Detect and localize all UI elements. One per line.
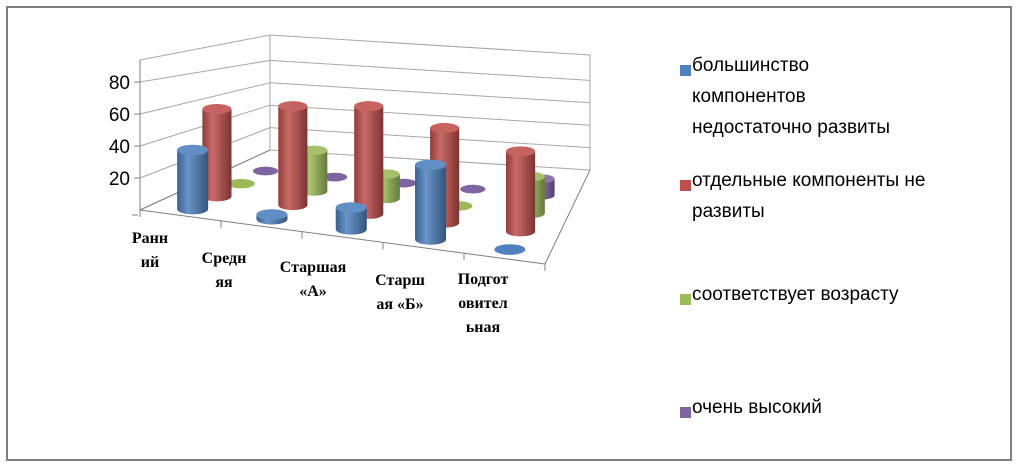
x-tick-label-line: ьная bbox=[466, 319, 501, 336]
bar-body bbox=[202, 109, 232, 202]
back-wall-gridline bbox=[269, 127, 591, 149]
back-wall-top bbox=[269, 34, 591, 56]
bar-body bbox=[335, 207, 367, 235]
bar-top bbox=[177, 144, 209, 156]
x-tick-label-line: ая «Б» bbox=[376, 296, 423, 313]
bar-body bbox=[278, 106, 308, 211]
x-tick-label-2: Старшая «А» bbox=[280, 259, 347, 300]
x-tick-label-0: Ранн ий bbox=[132, 230, 168, 271]
bar-3-1 bbox=[322, 172, 348, 182]
bar-top bbox=[252, 166, 279, 176]
floor-right-edge bbox=[544, 169, 591, 265]
x-tick-label-1: Средн яя bbox=[202, 250, 247, 291]
bar-body bbox=[505, 151, 536, 237]
x-tick-label-line: Ранн bbox=[132, 230, 168, 247]
x-tick-label-line: овител bbox=[458, 295, 507, 312]
back-wall-gridline bbox=[269, 82, 591, 104]
bar-body bbox=[415, 164, 447, 245]
bar-1-4 bbox=[505, 146, 536, 237]
x-tick-label-line: Старш bbox=[375, 272, 425, 289]
x-tick-label-line: Подгот bbox=[458, 271, 509, 288]
legend-label-2-line-0: соответствует возрасту bbox=[692, 284, 899, 305]
x-tick-label-3: Старш ая «Б» bbox=[375, 272, 425, 313]
x-tick-label-4: Подгот овител ьная bbox=[458, 271, 509, 336]
legend-swatch-0 bbox=[680, 65, 691, 76]
y-tick-label: 80 bbox=[109, 73, 130, 94]
chart-bars bbox=[177, 101, 555, 255]
legend-label-1-line-0: отдельные компоненты не bbox=[692, 170, 926, 191]
bar-0-2 bbox=[335, 202, 367, 235]
bar-top bbox=[430, 123, 460, 134]
x-tick-label-line: Средн bbox=[202, 250, 247, 267]
bar-0-0 bbox=[177, 144, 209, 215]
bar-top bbox=[335, 202, 367, 213]
bar-top bbox=[278, 101, 308, 112]
back-wall-gridline bbox=[269, 104, 591, 126]
bar-1-1 bbox=[278, 101, 308, 211]
legend-swatch-3 bbox=[680, 407, 691, 418]
legend-swatch-1 bbox=[680, 180, 691, 191]
bar-2-0 bbox=[227, 179, 255, 189]
bar-top bbox=[354, 101, 384, 112]
bar-3-3 bbox=[460, 184, 486, 194]
legend-label-1: отдельные компоненты не развиты bbox=[692, 165, 997, 227]
legend-label-3-line-0: очень высокий bbox=[692, 397, 822, 418]
bar-body bbox=[177, 150, 209, 215]
bar-0-1 bbox=[256, 209, 288, 225]
left-wall-gridline bbox=[139, 82, 271, 115]
legend-label-3: очень высокий bbox=[692, 392, 997, 423]
bar-top bbox=[256, 209, 288, 220]
left-wall-top bbox=[139, 34, 271, 61]
bar-top bbox=[227, 179, 255, 189]
bar-1-0 bbox=[202, 104, 232, 202]
y-axis: 20 40 60 80 bbox=[109, 73, 140, 216]
chart-walls bbox=[139, 34, 591, 265]
legend-label-0-line-2: недостаточно развиты bbox=[692, 117, 891, 138]
y-tick-label: 40 bbox=[109, 137, 130, 158]
back-wall-gridline bbox=[269, 59, 591, 81]
legend-label-0-line-1: компонентов bbox=[692, 86, 806, 107]
legend-label-0: большинство компонентов недостаточно раз… bbox=[692, 50, 997, 143]
bar-top bbox=[322, 172, 348, 182]
bar-top bbox=[505, 146, 536, 157]
legend-label-0-line-0: большинство bbox=[692, 55, 810, 76]
bar-1-2 bbox=[354, 101, 384, 219]
bar-top bbox=[202, 104, 232, 115]
bar-top bbox=[460, 184, 486, 194]
legend-label-1-line-1: развиты bbox=[692, 201, 765, 222]
y-tick-label: 20 bbox=[109, 169, 130, 190]
x-tick-label-line: «А» bbox=[299, 283, 327, 300]
x-tick-label-line: яя bbox=[215, 274, 233, 291]
bar-top bbox=[494, 244, 526, 255]
x-tick-label-line: ий bbox=[141, 254, 159, 271]
legend-label-2: соответствует возрасту bbox=[692, 279, 997, 310]
floor-front-edge bbox=[139, 209, 546, 265]
bar-top bbox=[415, 159, 447, 171]
bar-body bbox=[354, 106, 384, 219]
bar-0-3 bbox=[415, 159, 447, 245]
bar-0-4 bbox=[494, 244, 526, 255]
legend-swatch-2 bbox=[680, 294, 691, 305]
x-tick-label-line: Старшая bbox=[280, 259, 347, 276]
left-wall-gridline bbox=[139, 59, 271, 83]
x-axis: Ранн ий Средн яя Старшая «А» Старш ая «Б» Подгот… bbox=[132, 210, 546, 336]
y-tick-label: 60 bbox=[109, 105, 130, 126]
bar-3-0 bbox=[252, 166, 279, 176]
